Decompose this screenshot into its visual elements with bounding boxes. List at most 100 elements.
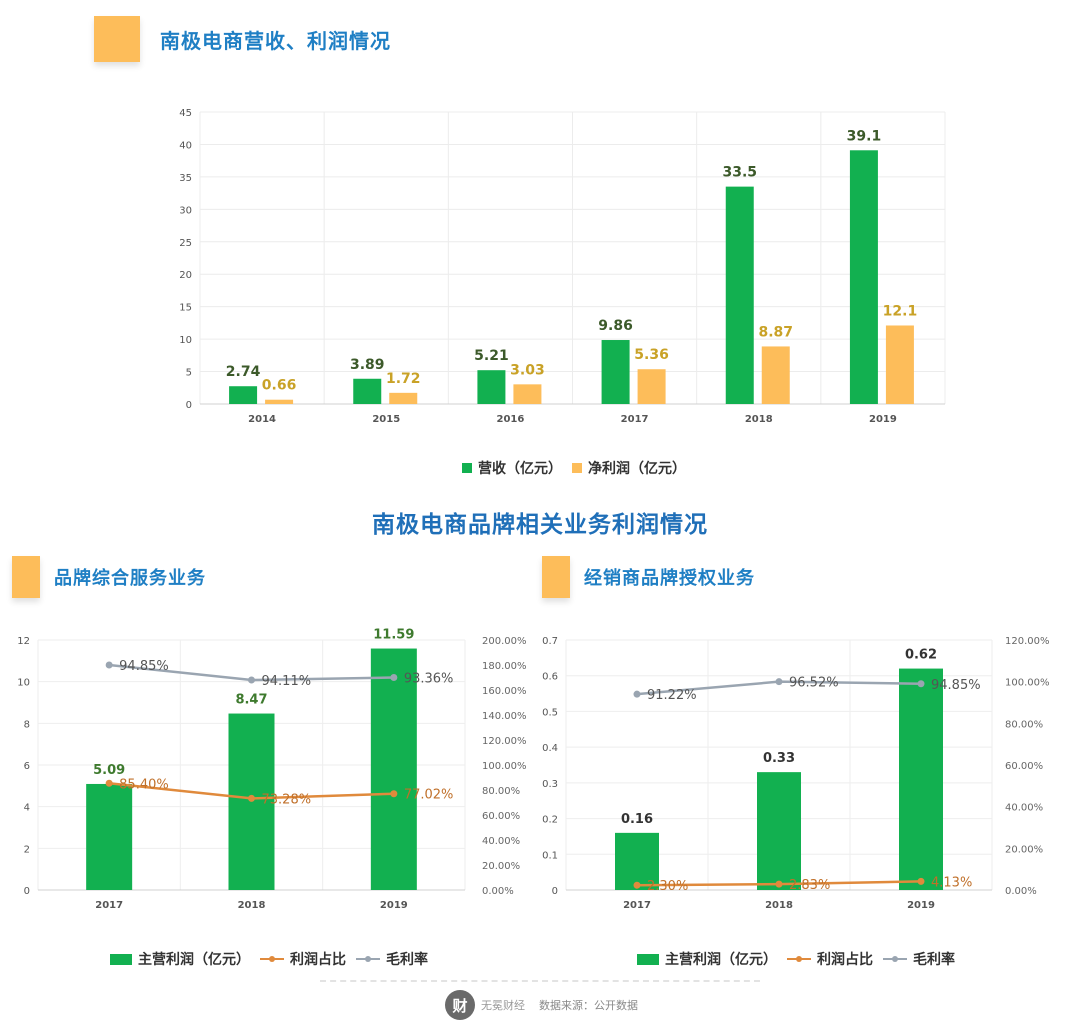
y-tick-label-left: 0.6	[542, 672, 558, 683]
bar-revenue	[229, 386, 258, 404]
brand-logo-icon: 财	[445, 990, 475, 1020]
data-label: 11.59	[373, 628, 414, 643]
legend-item-ratio: 利润占比	[787, 949, 873, 969]
line-data-label: 73.28%	[262, 792, 312, 807]
data-label: 5.36	[634, 347, 669, 363]
data-label: 12.1	[883, 303, 918, 319]
data-label: 2.74	[226, 364, 261, 380]
y-tick-label-left: 0	[552, 886, 558, 897]
data-label: 33.5	[722, 165, 757, 181]
y-tick-label-left: 6	[24, 761, 30, 772]
y-tick-label: 15	[179, 303, 192, 314]
data-source: 数据来源：公开数据	[539, 999, 638, 1012]
bar-revenue	[477, 370, 506, 404]
legend-label: 净利润（亿元）	[588, 461, 686, 477]
bar-profit	[513, 384, 542, 404]
section-marker-icon	[542, 556, 570, 598]
x-tick-label: 2014	[248, 414, 276, 425]
y-tick-label: 20	[179, 270, 192, 281]
y-tick-label-right: 60.00%	[1005, 761, 1043, 772]
data-label: 8.87	[758, 324, 793, 340]
y-tick-label-right: 40.00%	[482, 836, 520, 847]
line-data-label: 2.83%	[789, 878, 830, 893]
bar-profit	[637, 369, 666, 404]
legend-swatch-line-gray	[883, 956, 907, 962]
legend-item-margin: 毛利率	[883, 949, 955, 969]
y-tick-label: 0	[186, 400, 192, 411]
legend-label: 毛利率	[386, 952, 428, 968]
legend-label: 营收（亿元）	[478, 461, 562, 477]
y-tick-label-right: 100.00%	[482, 761, 527, 772]
legend-label: 毛利率	[913, 952, 955, 968]
bar-profit	[885, 325, 914, 404]
y-tick-label-right: 140.00%	[482, 711, 527, 722]
x-tick-label: 2017	[623, 900, 651, 911]
line-marker	[633, 690, 641, 698]
data-label: 5.21	[474, 348, 509, 364]
y-tick-label: 10	[179, 335, 192, 346]
bar-revenue	[849, 150, 878, 404]
section-marker-icon	[94, 16, 140, 62]
section-header-top: 南极电商营收、利润情况	[94, 16, 391, 62]
line-data-label: 94.85%	[119, 659, 169, 674]
x-tick-label: 2019	[869, 414, 897, 425]
line-data-label: 94.11%	[262, 674, 312, 689]
legend-label: 利润占比	[817, 952, 873, 968]
bar-revenue	[601, 340, 630, 404]
x-tick-label: 2016	[496, 414, 524, 425]
legend-item-revenue: 营收（亿元）	[462, 458, 562, 478]
line-marker	[775, 678, 783, 686]
section-title: 品牌综合服务业务	[54, 568, 206, 589]
legend-bottom-left: 主营利润（亿元） 利润占比 毛利率	[110, 949, 438, 969]
footer-divider	[320, 980, 760, 982]
bar-revenue	[725, 186, 754, 404]
y-tick-label: 45	[179, 108, 192, 119]
y-tick-label-right: 120.00%	[1005, 636, 1050, 647]
line-marker	[633, 881, 641, 889]
y-tick-label-left: 4	[24, 803, 30, 814]
line-marker	[917, 680, 925, 688]
legend-swatch-bar	[637, 953, 659, 965]
y-tick-label: 40	[179, 140, 192, 151]
legend-item-profit: 净利润（亿元）	[572, 458, 686, 478]
line-marker	[105, 661, 113, 669]
data-label: 0.66	[262, 378, 297, 394]
x-tick-label: 2018	[745, 414, 773, 425]
legend-label: 主营利润（亿元）	[665, 952, 777, 968]
line-marker	[390, 790, 398, 798]
y-tick-label: 25	[179, 238, 192, 249]
legend-item-ratio: 利润占比	[260, 949, 346, 969]
line-marker	[105, 779, 113, 787]
data-label: 0.62	[905, 648, 937, 663]
legend-item-bar: 主营利润（亿元）	[110, 949, 250, 969]
y-tick-label-right: 40.00%	[1005, 803, 1043, 814]
y-tick-label-left: 12	[17, 636, 30, 647]
line-data-label: 2.30%	[647, 879, 688, 894]
x-tick-label: 2018	[238, 900, 266, 911]
x-tick-label: 2017	[621, 414, 649, 425]
bar-revenue	[353, 378, 382, 404]
y-tick-label-right: 120.00%	[482, 736, 527, 747]
y-tick-label-right: 20.00%	[482, 861, 520, 872]
y-tick-label-right: 0.00%	[482, 886, 514, 897]
legend-swatch-green	[462, 463, 472, 473]
legend-swatch-orange	[572, 463, 582, 473]
bar-profit	[265, 399, 294, 404]
bar-profit	[761, 346, 790, 404]
data-label: 0.33	[763, 751, 795, 766]
section-title: 南极电商营收、利润情况	[160, 28, 391, 53]
y-tick-label-left: 10	[17, 678, 30, 689]
legend-item-margin: 毛利率	[356, 949, 428, 969]
line-marker	[248, 794, 255, 802]
bar-main-profit	[899, 668, 943, 890]
y-tick-label-right: 160.00%	[482, 686, 527, 697]
bar-main-profit	[370, 648, 417, 890]
data-label: 5.09	[93, 763, 125, 778]
x-tick-label: 2015	[372, 414, 400, 425]
y-tick-label-left: 0.4	[542, 743, 558, 754]
line-data-label: 96.52%	[789, 676, 839, 691]
line-data-label: 77.02%	[404, 788, 454, 803]
brand-name: 无冕财经	[481, 999, 525, 1012]
y-tick-label-right: 0.00%	[1005, 886, 1037, 897]
section-header-left: 品牌综合服务业务	[12, 556, 206, 598]
